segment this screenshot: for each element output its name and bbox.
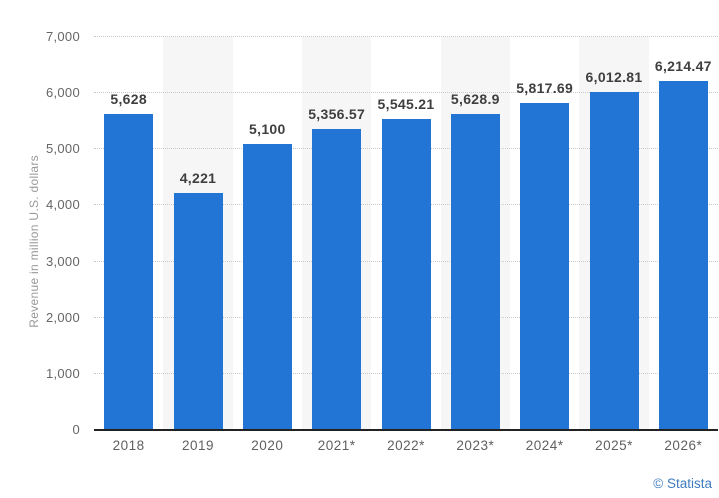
bar-2019[interactable] (173, 193, 223, 430)
value-label-2023*: 5,628.9 (450, 90, 500, 107)
value-label-2019: 4,221 (179, 170, 217, 187)
x-tick-label-2022*: 2022* (387, 438, 425, 453)
y-tick-label: 6,000 (45, 85, 80, 101)
y-tick-label: 1,000 (45, 365, 80, 381)
y-tick-label: 3,000 (45, 253, 80, 269)
value-label-2020: 5,100 (249, 120, 286, 137)
y-tick-label: 4,000 (45, 197, 80, 213)
bar-2020[interactable] (242, 143, 292, 430)
x-tick-label-2018: 2018 (112, 438, 145, 453)
x-axis-line (94, 429, 718, 431)
value-label-2024*: 5,817.69 (516, 80, 574, 97)
x-tick-label-2024*: 2024* (525, 438, 564, 453)
value-label-2021*: 5,356.57 (308, 106, 366, 123)
value-label-2025*: 6,012.81 (585, 69, 643, 86)
bar-2025*[interactable] (589, 92, 639, 430)
y-tick-label: 5,000 (45, 141, 80, 157)
bar-2023*[interactable] (450, 113, 500, 430)
gridline-6,000 (94, 92, 718, 94)
statista-attribution-link[interactable]: © Statista (653, 476, 712, 491)
value-label-2018: 5,628 (110, 91, 147, 108)
x-tick-label-2020: 2020 (251, 438, 284, 453)
x-tick-label-2023*: 2023* (456, 438, 495, 453)
y-tick-label: 7,000 (45, 29, 80, 44)
x-tick-label-2021*: 2021* (317, 438, 356, 453)
bar-2021*[interactable] (312, 129, 362, 430)
bar-2018[interactable] (104, 114, 154, 430)
y-axis-title: Revenue in million U.S. dollars (27, 155, 41, 328)
x-tick-label-2019: 2019 (181, 438, 215, 453)
bar-2022*[interactable] (381, 118, 431, 430)
value-label-2026*: 6,214.47 (654, 58, 712, 75)
x-tick-label-2026*: 2026* (664, 438, 703, 453)
bar-2026*[interactable] (658, 81, 708, 430)
gridline-7,000 (94, 36, 718, 37)
bar-2024*[interactable] (520, 103, 570, 430)
x-tick-label-2025*: 2025* (595, 438, 633, 453)
value-label-2022*: 5,545.21 (377, 95, 435, 112)
y-tick-label: 2,000 (45, 309, 80, 325)
y-tick-label: 0 (72, 422, 80, 437)
